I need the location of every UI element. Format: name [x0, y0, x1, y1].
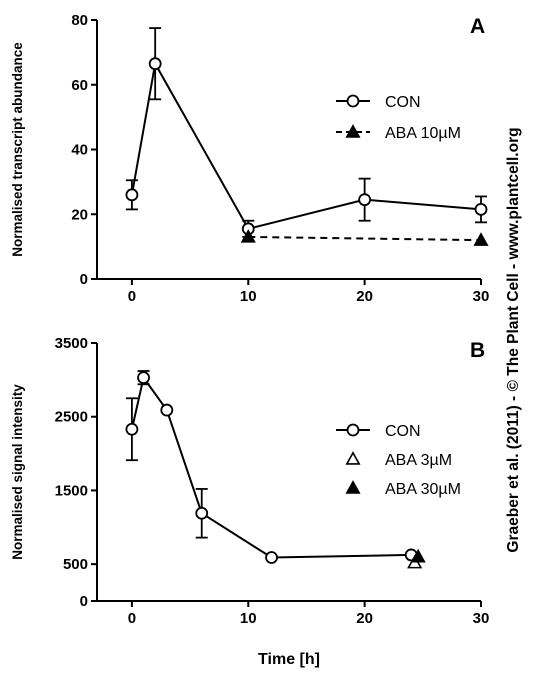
panel-a-x-tick-label: 10 — [240, 288, 257, 305]
panel-a-y-tick-label: 80 — [71, 12, 88, 29]
panel-a: Normalised transcript abundance A CON ABA… — [10, 12, 489, 305]
panel-a-y-axis-label: Normalised transcript abundance — [10, 42, 25, 257]
panel-a-x-tick-label: 20 — [356, 288, 373, 305]
panel-b-series-0-point — [160, 403, 174, 417]
panel-a-legend-item-0-marker — [346, 94, 360, 108]
panel-a-series-0-point — [148, 57, 162, 71]
panel-a-series-0-point — [474, 202, 488, 216]
panel-b-series-0-point — [125, 422, 139, 436]
panel-a-y-tick-label: 0 — [80, 271, 88, 288]
panel-b-legend-item-2-marker — [345, 480, 361, 494]
panel-b-legend: CON ABA 3µM ABA 30µM — [336, 423, 461, 498]
panel-a-series-1-point — [240, 229, 256, 243]
panel-b-y-tick-label: 2500 — [55, 409, 88, 426]
panel-a-legend-item-0-label: CON — [385, 94, 421, 111]
panel-a-y-tick-label: 60 — [71, 77, 88, 94]
panel-b-series-0-point — [195, 506, 209, 520]
panel-a-y-tick-label: 40 — [71, 142, 88, 159]
panel-a-series-1-point — [473, 232, 489, 246]
panel-b-series-0-point — [265, 551, 278, 564]
panel-b-series-0-point — [137, 371, 150, 385]
panel-b-x-tick-label: 20 — [356, 610, 373, 627]
panel-a-label: A — [470, 15, 485, 38]
panel-a-legend: CON ABA 10µM — [336, 94, 461, 142]
panel-b-y-tick-label: 500 — [63, 556, 88, 573]
panel-b-y-tick-label: 3500 — [55, 335, 88, 352]
panel-a-legend-item-1-label: ABA 10µM — [385, 125, 461, 142]
panel-a-series-0-point — [125, 188, 139, 202]
panel-b-legend-item-1-label: ABA 3µM — [385, 452, 452, 469]
panel-a-series-1-line — [248, 235, 482, 242]
panel-b-x-tick-label: 30 — [473, 610, 490, 627]
panel-b-y-tick-label: 0 — [80, 593, 88, 610]
panel-b-legend-item-0-label: CON — [385, 423, 421, 440]
panel-b-series-0-line — [130, 375, 412, 559]
x-axis-label: Time [h] — [258, 651, 320, 668]
panel-b-legend-item-2-label: ABA 30µM — [385, 481, 461, 498]
panel-b-label: B — [470, 339, 485, 362]
panel-a-series-0-line — [130, 60, 482, 230]
panel-b-y-tick-label: 1500 — [55, 482, 88, 499]
panel-b-y-axis-label: Normalised signal intensity — [10, 384, 25, 560]
panel-b-series-2-point — [410, 548, 426, 563]
panel-a-y-tick-label: 20 — [71, 206, 88, 223]
panel-b: Normalised signal intensity B Time [h] C… — [10, 335, 489, 668]
panel-b-legend-item-0-marker — [346, 423, 360, 437]
panel-a-x-tick-label: 0 — [128, 288, 136, 305]
panel-a-x-tick-label: 30 — [473, 288, 490, 305]
panel-b-x-tick-label: 0 — [128, 610, 136, 627]
panel-a-series-0-point — [358, 193, 372, 207]
panel-b-legend-item-1-marker — [345, 451, 361, 465]
panel-b-x-tick-label: 10 — [240, 610, 257, 627]
credit-text: Graeber et al. (2011) - © The Plant Cell… — [505, 127, 522, 552]
panel-a-legend-item-1-marker — [345, 124, 361, 138]
